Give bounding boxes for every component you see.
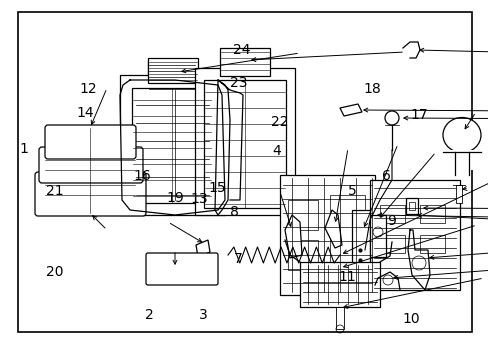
Text: 12: 12 <box>79 82 97 96</box>
Text: 9: 9 <box>386 215 395 228</box>
Text: 17: 17 <box>410 108 427 122</box>
Text: 15: 15 <box>208 181 226 195</box>
Bar <box>455 185 461 203</box>
Text: 5: 5 <box>347 184 356 198</box>
Bar <box>329 195 364 275</box>
Bar <box>287 240 317 270</box>
Bar <box>379 235 404 253</box>
Polygon shape <box>196 240 209 257</box>
Text: 20: 20 <box>46 265 63 279</box>
Bar <box>18 12 471 332</box>
Ellipse shape <box>442 117 480 153</box>
Bar <box>299 262 379 307</box>
Bar <box>203 80 285 208</box>
Bar <box>195 68 294 215</box>
Text: 6: 6 <box>381 170 390 183</box>
Text: 22: 22 <box>270 115 288 129</box>
Text: 21: 21 <box>46 184 63 198</box>
Bar <box>135 90 209 200</box>
Text: 1: 1 <box>19 143 28 156</box>
Bar <box>148 60 196 92</box>
Bar <box>220 48 269 76</box>
Bar <box>369 215 385 257</box>
Text: 10: 10 <box>402 312 420 325</box>
Text: 18: 18 <box>363 82 381 96</box>
Text: 13: 13 <box>190 192 208 206</box>
Text: 4: 4 <box>271 144 280 158</box>
Text: 14: 14 <box>77 107 94 120</box>
Bar <box>120 75 224 215</box>
Text: 7: 7 <box>234 252 243 266</box>
Text: 23: 23 <box>229 76 247 90</box>
Polygon shape <box>325 210 341 248</box>
Bar <box>369 180 459 290</box>
Bar <box>419 205 444 223</box>
Bar <box>419 235 444 253</box>
Text: 2: 2 <box>144 308 153 322</box>
Bar <box>287 200 317 230</box>
Polygon shape <box>285 215 302 258</box>
Bar <box>408 202 414 210</box>
Text: 11: 11 <box>338 270 355 284</box>
Circle shape <box>384 111 398 125</box>
Text: 16: 16 <box>134 170 151 183</box>
Bar <box>405 198 417 214</box>
FancyBboxPatch shape <box>45 125 136 159</box>
Text: 24: 24 <box>233 43 250 57</box>
FancyBboxPatch shape <box>146 253 218 285</box>
Polygon shape <box>339 104 361 116</box>
Bar <box>379 205 404 223</box>
FancyBboxPatch shape <box>35 172 146 216</box>
Text: 3: 3 <box>198 308 207 322</box>
Bar <box>351 210 369 272</box>
FancyBboxPatch shape <box>39 147 142 183</box>
Bar <box>280 175 374 295</box>
Bar <box>132 88 212 203</box>
Bar <box>442 150 480 170</box>
Text: 8: 8 <box>230 206 239 219</box>
Bar <box>335 307 343 329</box>
Text: 19: 19 <box>166 191 183 205</box>
Bar <box>148 58 198 83</box>
